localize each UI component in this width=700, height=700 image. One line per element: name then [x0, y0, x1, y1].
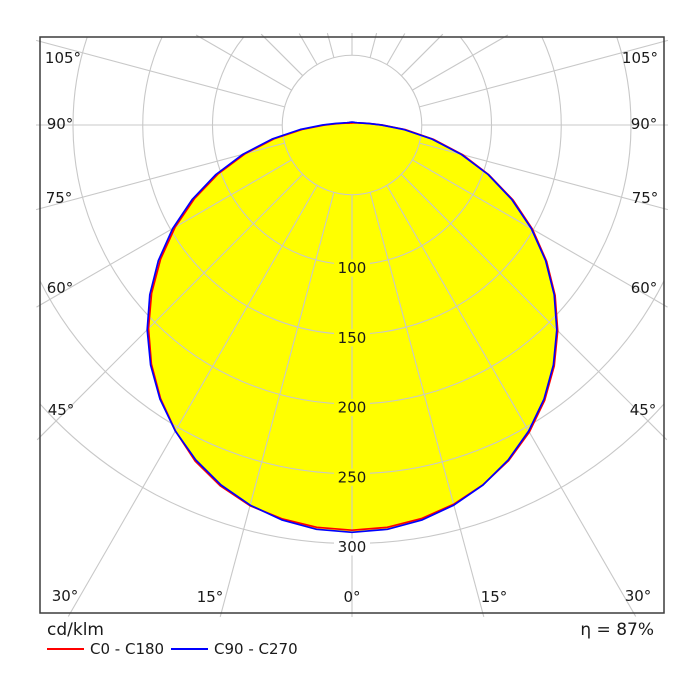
grid-ray: [400, 173, 668, 441]
grid-ray: [369, 192, 485, 618]
radial-label-bg: [334, 329, 370, 347]
radial-label: 150: [338, 329, 367, 347]
angle-label: 90°: [47, 115, 74, 133]
grid-ray: [412, 34, 509, 91]
angle-label: 0°: [343, 588, 360, 606]
radial-label-bg: [334, 538, 370, 556]
angle-label: 45°: [630, 401, 657, 419]
legend-line-red: [47, 648, 84, 650]
unit-label: cd/klm: [47, 620, 104, 640]
plot-border: [39, 36, 665, 614]
grid-ray: [35, 39, 285, 108]
grid-ray: [195, 34, 292, 91]
grid-ray: [412, 159, 668, 308]
radial-label: 250: [338, 468, 367, 486]
angle-label: 90°: [631, 115, 658, 133]
angle-label: 105°: [622, 49, 658, 67]
radial-label: 300: [338, 538, 367, 556]
radial-label-bg: [334, 399, 370, 416]
radial-label-bg: [334, 468, 370, 486]
angle-label: 30°: [625, 587, 652, 605]
grid-ray: [36, 173, 304, 441]
legend-label-c90-c270: C90 - C270: [214, 640, 298, 658]
grid-ray: [386, 33, 406, 65]
angle-label: 45°: [48, 401, 75, 419]
grid-ray: [400, 33, 444, 77]
radial-label: 200: [338, 399, 367, 417]
grid-ray: [386, 185, 637, 617]
radial-labels: 100 150 200 250 300: [334, 259, 370, 556]
angle-label: 15°: [481, 588, 508, 606]
angle-label: 60°: [631, 279, 658, 297]
legend-line-blue: [171, 648, 208, 650]
angle-label: 30°: [52, 587, 79, 605]
legend-label-c0-c180: C0 - C180: [90, 640, 165, 658]
grid-ray: [67, 185, 318, 617]
grid-ray: [419, 39, 669, 108]
angle-label: 60°: [47, 279, 74, 297]
angle-label: 75°: [632, 189, 659, 207]
grid-ray: [298, 33, 318, 65]
angle-labels: 105° 90° 75° 60° 45° 30° 15° 0° 15° 30° 45° 60° 75° 9…: [45, 49, 658, 606]
grid-ray: [36, 159, 292, 308]
angle-label: 75°: [46, 189, 73, 207]
angle-label: 15°: [197, 588, 224, 606]
radial-label-bg: [334, 259, 370, 277]
grid-ray: [260, 33, 304, 77]
grid-ray: [219, 192, 335, 618]
curve-c90-c270: [146, 121, 558, 534]
angle-label: 105°: [45, 49, 81, 67]
efficiency-label: η = 87%: [580, 620, 654, 640]
radial-label: 100: [338, 259, 367, 277]
